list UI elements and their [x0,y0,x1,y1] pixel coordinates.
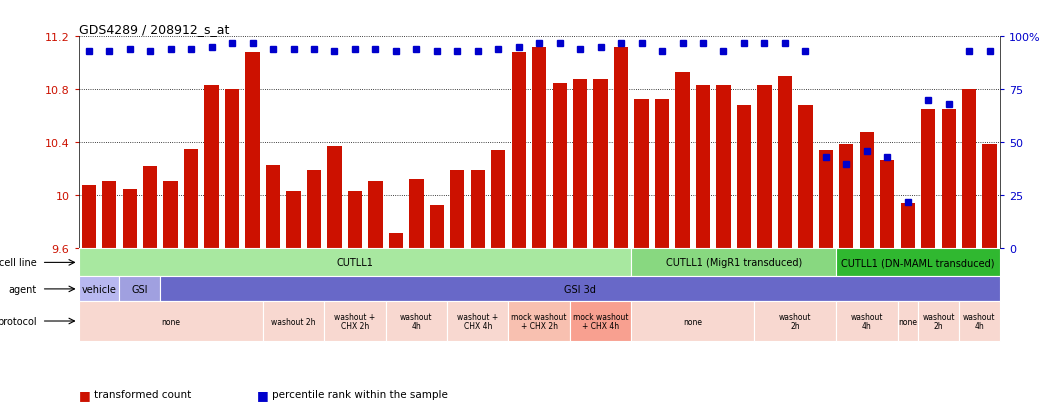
Text: cell line: cell line [0,258,37,268]
Bar [594,79,608,249]
Text: GSI 3d: GSI 3d [564,284,596,294]
Bar [962,90,977,249]
Bar [737,106,751,249]
Bar [82,185,96,249]
Bar [532,48,547,249]
Text: washout +
CHX 2h: washout + CHX 2h [334,312,376,330]
Bar [798,106,812,249]
Bar [409,180,424,249]
Bar [897,302,918,341]
Bar [491,151,506,249]
Bar [79,277,119,302]
Text: washout
4h: washout 4h [963,312,996,330]
Text: CUTLL1 (MigR1 transduced): CUTLL1 (MigR1 transduced) [666,258,802,268]
Bar [573,79,587,249]
Bar [447,302,509,341]
Bar [119,277,160,302]
Bar [325,302,385,341]
Text: ■: ■ [79,388,90,401]
Bar [881,160,894,249]
Text: vehicle: vehicle [82,284,116,294]
Bar [675,73,690,249]
Bar [79,302,263,341]
Bar [839,144,853,249]
Bar [982,144,997,249]
Bar [122,189,137,249]
Bar [553,83,566,249]
Bar [184,150,198,249]
Text: protocol: protocol [0,316,37,326]
Bar [225,90,240,249]
Bar [388,233,403,249]
Bar [102,181,116,249]
Bar [819,151,833,249]
Bar [328,147,341,249]
Bar [696,86,710,249]
Text: washout +
CHX 4h: washout + CHX 4h [458,312,498,330]
Text: washout
4h: washout 4h [400,312,432,330]
Bar [512,53,526,249]
Text: mock washout
+ CHX 2h: mock washout + CHX 2h [511,312,567,330]
Bar [163,181,178,249]
Bar [369,181,382,249]
Bar [634,100,649,249]
Bar [470,171,485,249]
Text: agent: agent [8,284,37,294]
Text: transformed count: transformed count [94,389,192,399]
Text: washout 2h: washout 2h [271,317,316,326]
Bar [143,167,157,249]
Bar [509,302,570,341]
Bar [266,166,281,249]
Text: GDS4289 / 208912_s_at: GDS4289 / 208912_s_at [79,23,229,36]
Text: washout
2h: washout 2h [779,312,811,330]
Bar [204,86,219,249]
Bar [286,192,300,249]
Bar [918,302,959,341]
Bar [570,302,631,341]
Bar [837,249,1000,277]
Text: none: none [161,317,180,326]
Bar [450,171,465,249]
Bar [837,302,897,341]
Bar [921,110,935,249]
Bar [631,302,754,341]
Text: GSI: GSI [132,284,149,294]
Bar [79,249,631,277]
Bar [429,205,444,249]
Bar [654,100,669,249]
Text: mock washout
+ CHX 4h: mock washout + CHX 4h [573,312,628,330]
Bar [307,171,321,249]
Bar [614,48,628,249]
Text: percentile rank within the sample: percentile rank within the sample [272,389,448,399]
Text: washout
2h: washout 2h [922,312,955,330]
Bar [900,204,915,249]
Bar [631,249,837,277]
Bar [245,53,260,249]
Bar [778,77,793,249]
Bar [385,302,447,341]
Text: CUTLL1 (DN-MAML transduced): CUTLL1 (DN-MAML transduced) [841,258,995,268]
Text: CUTLL1: CUTLL1 [336,258,374,268]
Text: ■: ■ [257,388,268,401]
Bar [757,86,772,249]
Bar [941,110,956,249]
Bar [263,302,325,341]
Bar [716,86,731,249]
Text: none: none [684,317,703,326]
Bar [860,133,874,249]
Bar [348,192,362,249]
Text: washout
4h: washout 4h [850,312,883,330]
Text: none: none [898,317,917,326]
Bar [959,302,1000,341]
Bar [754,302,837,341]
